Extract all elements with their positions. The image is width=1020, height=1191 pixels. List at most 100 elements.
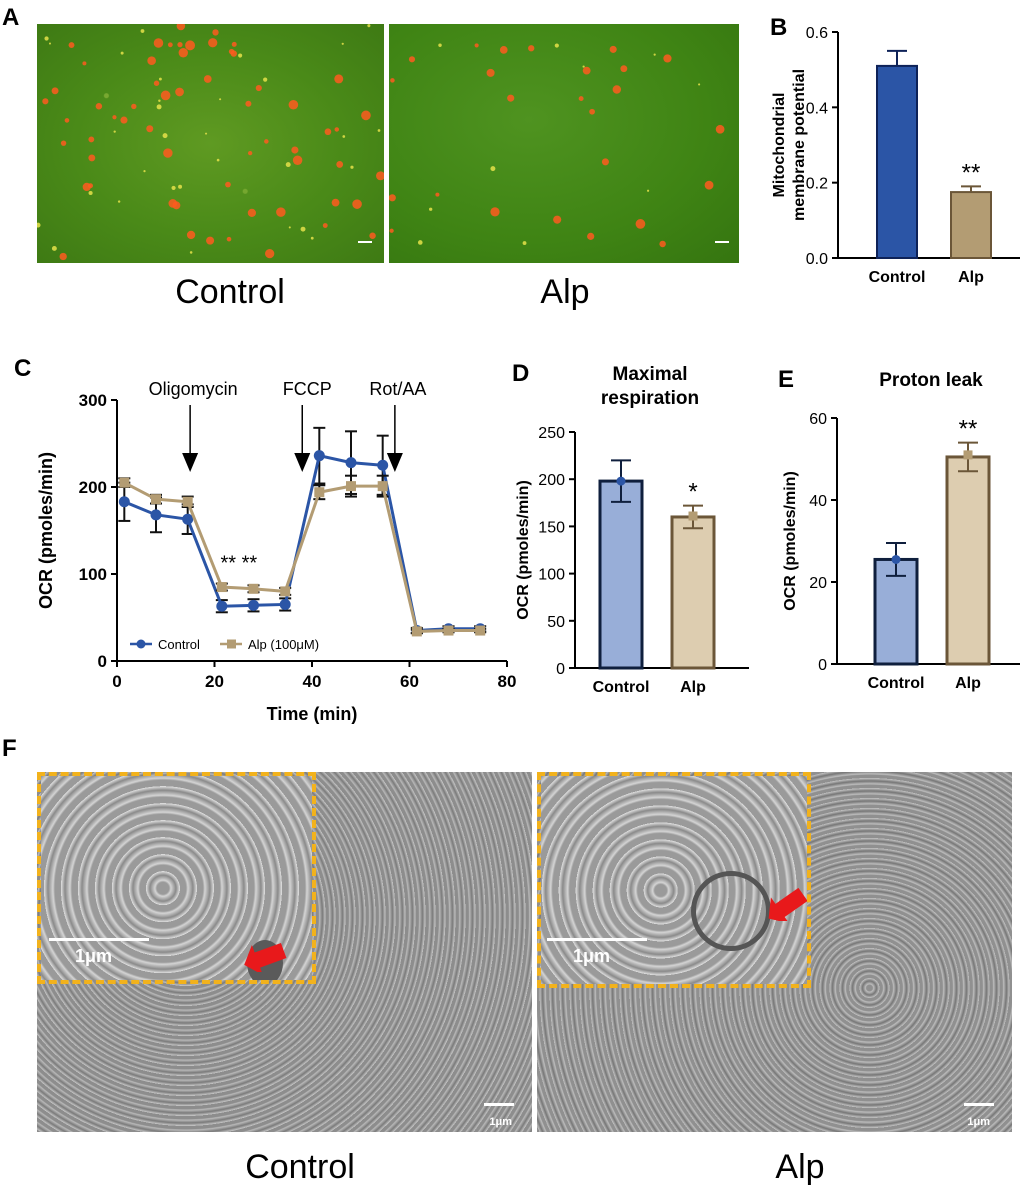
yellow-spot [171,185,176,191]
yellow-spot [300,226,306,232]
red-spot [499,46,508,54]
red-spot [292,155,303,166]
data-point [443,625,454,636]
red-spot [389,228,394,233]
y-tick-label: 40 [809,493,827,510]
caption-control: Control [175,273,285,311]
caption-alp-em: Alp [775,1148,825,1186]
red-spot [435,192,440,197]
red-spot [59,252,67,261]
zoom-inset: 1μm [37,772,316,984]
red-spot [231,41,237,47]
bar-alp [670,515,716,670]
scale-bar [484,1103,514,1106]
y-axis-label: OCR (pmoles/min) [782,471,799,611]
yellow-spot [522,241,527,246]
red-spot [177,41,183,48]
data-point [248,599,259,611]
x-tick-label: 20 [205,672,224,691]
red-spot [175,87,184,97]
y-tick-label: 0.2 [806,176,828,193]
red-spot [589,108,595,115]
red-spot [582,66,591,75]
red-spot [168,199,178,208]
data-point [182,496,193,507]
red-spot [276,207,286,217]
yellow-spot [158,99,161,102]
data-point [616,476,626,486]
yellow-spot [554,43,559,48]
chart-title: Maximal [613,364,688,385]
scale-bar [964,1103,994,1106]
x-tick-label: Alp [958,269,984,286]
fluorescence-image-alp [389,24,739,263]
bar-alp [950,191,992,259]
red-spot [334,74,344,84]
data-point [314,487,325,498]
yellow-spot [189,251,193,254]
em-image-control: 1μm 1μm [37,772,532,1132]
x-tick-label: Control [869,269,926,286]
red-spot [663,54,672,63]
y-axis-label: OCR (pmoles/min) [515,480,532,620]
red-spot [120,116,128,124]
inset-scale-bar [49,938,149,941]
red-spot [390,78,395,83]
yellow-spot [342,135,346,138]
red-spot [369,232,376,239]
red-spot [408,56,416,63]
red-spot [376,171,384,181]
red-spot [176,24,186,31]
red-spot [230,50,237,57]
red-spot [112,115,117,120]
data-point [475,625,486,636]
panel-label-d: D [512,360,530,387]
red-spot [153,38,164,48]
red-arrow-icon [768,887,807,921]
red-spot [553,215,562,224]
yellow-spot [120,51,124,55]
y-tick-label: 200 [538,472,565,489]
yellow-spot [238,53,243,58]
yellow-spot [143,170,146,173]
data-point [891,554,901,564]
inset-scale-label: 1μm [75,946,113,966]
y-tick-label: 100 [538,567,565,584]
red-spot [226,236,232,242]
x-tick-label: Alp [680,679,706,696]
data-point [216,582,227,593]
scale-bar [715,241,729,243]
red-spot [185,40,196,51]
red-spot [64,118,70,123]
red-spot [206,236,215,245]
red-spot [208,38,218,48]
caption-control-em: Control [245,1148,355,1186]
legend-label: Alp (100μM) [248,637,319,652]
panel-label-e: E [778,366,795,393]
yellow-spot [698,83,701,86]
significance-marker: ** [959,416,978,443]
mitochondrion [691,871,771,951]
data-point [216,600,228,612]
y-tick-label: 0.6 [806,25,828,42]
yellow-spot [37,222,41,228]
yellow-spot [51,245,57,251]
red-spot [578,96,584,102]
data-point [411,626,422,637]
data-point [248,583,259,594]
red-spot [167,42,173,48]
red-spot [324,128,332,136]
y-axis-label: membrane potential [791,69,808,221]
red-spot [60,140,67,146]
panel-label-b: B [770,14,788,41]
series-line-alp [123,481,481,633]
yellow-spot [48,42,52,45]
yellow-spot [140,29,145,33]
red-spot [212,29,219,36]
yellow-spot [429,207,433,211]
red-spot [322,223,328,228]
red-spot [42,98,49,105]
y-tick-label: 300 [79,391,107,410]
red-spot [82,182,91,192]
yellow-spot [219,98,222,101]
